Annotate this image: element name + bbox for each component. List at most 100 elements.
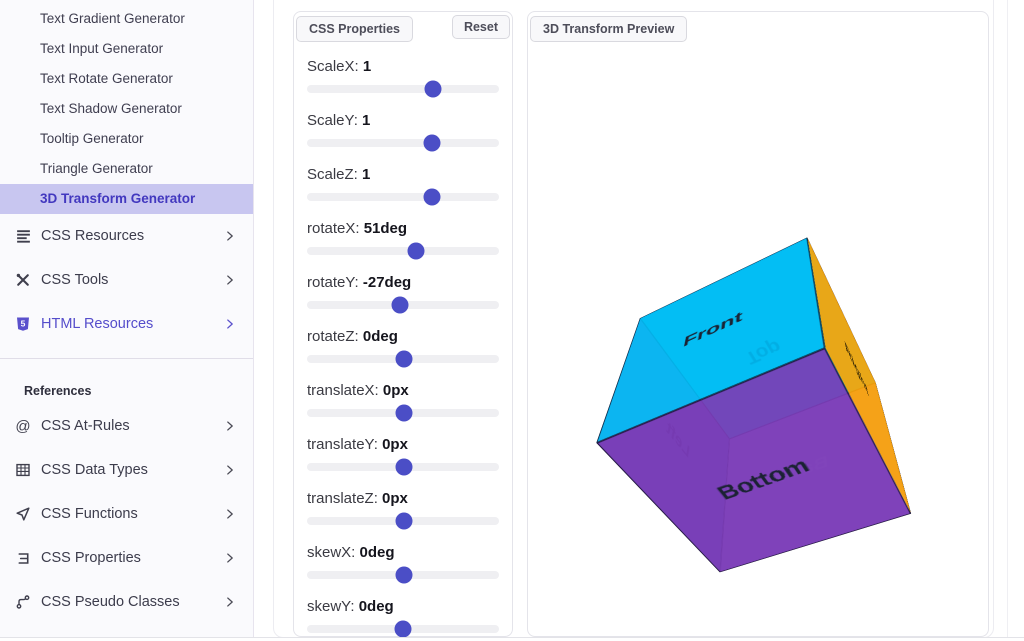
sidebar-item-text-input-generator[interactable]: Text Input Generator <box>40 41 164 56</box>
rotatex-slider[interactable] <box>307 242 499 260</box>
tools-icon <box>14 271 32 289</box>
slider-row-scalez: ScaleZ: 1 <box>307 166 499 206</box>
scaley-slider[interactable] <box>307 134 499 152</box>
sidebar-item-tooltip-generator[interactable]: Tooltip Generator <box>40 131 144 146</box>
sidebar-item-3d-transform-generator[interactable]: 3D Transform Generator <box>0 184 253 214</box>
cube-face-label: Front <box>682 308 743 351</box>
slider-label: translateY: <box>307 436 378 453</box>
slider-value: 1 <box>362 112 371 129</box>
slider-label: ScaleZ: <box>307 166 358 183</box>
slider-thumb[interactable] <box>395 566 413 584</box>
slider-thumb[interactable] <box>407 242 425 260</box>
rotatey-slider[interactable] <box>307 296 499 314</box>
slider-thumb[interactable] <box>395 350 413 368</box>
reset-button[interactable]: Reset <box>451 15 510 39</box>
css3-icon <box>14 549 32 567</box>
sidebar-item-label: CSS Tools <box>41 272 109 288</box>
slider-row-translatez: translateZ: 0px <box>307 490 499 530</box>
chevron-right-icon <box>223 595 237 609</box>
sidebar: Text Gradient Generator Text Input Gener… <box>0 0 254 637</box>
translatez-slider[interactable] <box>307 512 499 530</box>
sidebar-item-label: CSS Pseudo Classes <box>41 594 180 610</box>
sidebar-divider <box>0 358 253 359</box>
sidebar-item-css-at-rules[interactable]: @ CSS At-Rules <box>0 404 253 448</box>
slider-thumb[interactable] <box>423 134 441 152</box>
slider-value: 0deg <box>359 544 395 561</box>
slider-thumb[interactable] <box>423 188 441 206</box>
rotatez-slider[interactable] <box>307 350 499 368</box>
preview-panel-title: 3D Transform Preview <box>530 16 688 42</box>
slider-row-rotatez: rotateZ: 0deg <box>307 328 499 368</box>
slider-value: 0px <box>382 436 408 453</box>
translatex-slider[interactable] <box>307 404 499 422</box>
sidebar-item-css-properties[interactable]: CSS Properties <box>0 536 253 580</box>
slider-label: ScaleY: <box>307 112 358 129</box>
sidebar-item-text-rotate-generator[interactable]: Text Rotate Generator <box>40 71 173 86</box>
generator-list: Text Gradient Generator Text Input Gener… <box>0 0 253 214</box>
skewy-slider[interactable] <box>307 620 499 638</box>
chevron-right-icon <box>223 229 237 243</box>
scrollbar-gutter <box>1007 0 1008 637</box>
translatey-slider[interactable] <box>307 458 499 476</box>
preview-panel: 3D Transform Preview Front Back Right Le… <box>527 11 989 637</box>
slider-label: ScaleX: <box>307 58 359 75</box>
sidebar-item-label: CSS Properties <box>41 550 141 566</box>
chevron-right-icon <box>223 551 237 565</box>
slider-thumb[interactable] <box>395 458 413 476</box>
slider-thumb[interactable] <box>395 404 413 422</box>
sidebar-item-triangle-generator[interactable]: Triangle Generator <box>40 161 153 176</box>
chevron-right-icon <box>223 317 237 331</box>
slider-thumb[interactable] <box>391 296 409 314</box>
slider-value: 51deg <box>363 220 408 237</box>
branch-icon <box>14 593 32 611</box>
sidebar-item-label: CSS Data Types <box>41 462 148 478</box>
slider-value: 1 <box>362 58 372 75</box>
chevron-right-icon <box>223 419 237 433</box>
slider-value: 1 <box>362 166 371 183</box>
slider-label: skewX: <box>307 544 356 561</box>
sidebar-item-css-tools[interactable]: CSS Tools <box>0 258 253 302</box>
sidebar-item-css-pseudo-classes[interactable]: CSS Pseudo Classes <box>0 580 253 624</box>
slider-label: translateZ: <box>307 490 378 507</box>
slider-row-skewx: skewX: 0deg <box>307 544 499 584</box>
css-properties-panel-title: CSS Properties <box>296 16 414 42</box>
slider-thumb[interactable] <box>424 80 442 98</box>
slider-row-translatex: translateX: 0px <box>307 382 499 422</box>
references-header: References <box>24 384 92 398</box>
slider-label: skewY: <box>307 598 355 615</box>
page-bottom-divider <box>0 637 1024 638</box>
chevron-right-icon <box>223 507 237 521</box>
slider-value: 0deg <box>358 598 394 615</box>
chevron-right-icon <box>223 463 237 477</box>
lines-icon <box>14 227 32 245</box>
sidebar-item-text-shadow-generator[interactable]: Text Shadow Generator <box>40 101 182 116</box>
html5-shield-icon: 5 <box>14 315 32 333</box>
skewx-slider[interactable] <box>307 566 499 584</box>
svg-text:5: 5 <box>21 319 26 329</box>
slider-row-scaley: ScaleY: 1 <box>307 112 499 152</box>
slider-thumb[interactable] <box>395 512 413 530</box>
cube: Front Back Right Left Top Bottom <box>596 237 912 573</box>
scalez-slider[interactable] <box>307 188 499 206</box>
css-properties-panel: CSS Properties Reset ScaleX: 1 ScaleY: 1… <box>293 11 513 638</box>
sidebar-item-label: CSS Functions <box>41 506 138 522</box>
slider-thumb[interactable] <box>394 620 412 638</box>
sidebar-item-css-resources[interactable]: CSS Resources <box>0 214 253 258</box>
paper-plane-icon <box>14 505 32 523</box>
table-icon <box>14 461 32 479</box>
slider-label: rotateY: <box>307 274 359 291</box>
sidebar-item-css-functions[interactable]: CSS Functions <box>0 492 253 536</box>
sidebar-item-label: HTML Resources <box>41 316 154 332</box>
slider-value: 0px <box>382 490 408 507</box>
slider-row-translatey: translateY: 0px <box>307 436 499 476</box>
sidebar-item-css-data-types[interactable]: CSS Data Types <box>0 448 253 492</box>
at-icon: @ <box>15 417 31 435</box>
sidebar-item-html-resources[interactable]: 5 HTML Resources <box>0 302 253 346</box>
scalex-slider[interactable] <box>307 80 499 98</box>
slider-row-skewy: skewY: 0deg <box>307 598 499 638</box>
slider-value: 0deg <box>362 328 398 345</box>
slider-row-rotatex: rotateX: 51deg <box>307 220 499 260</box>
chevron-right-icon <box>223 273 237 287</box>
sidebar-item-text-gradient-generator[interactable]: Text Gradient Generator <box>40 11 185 26</box>
slider-value: 0px <box>382 382 409 399</box>
